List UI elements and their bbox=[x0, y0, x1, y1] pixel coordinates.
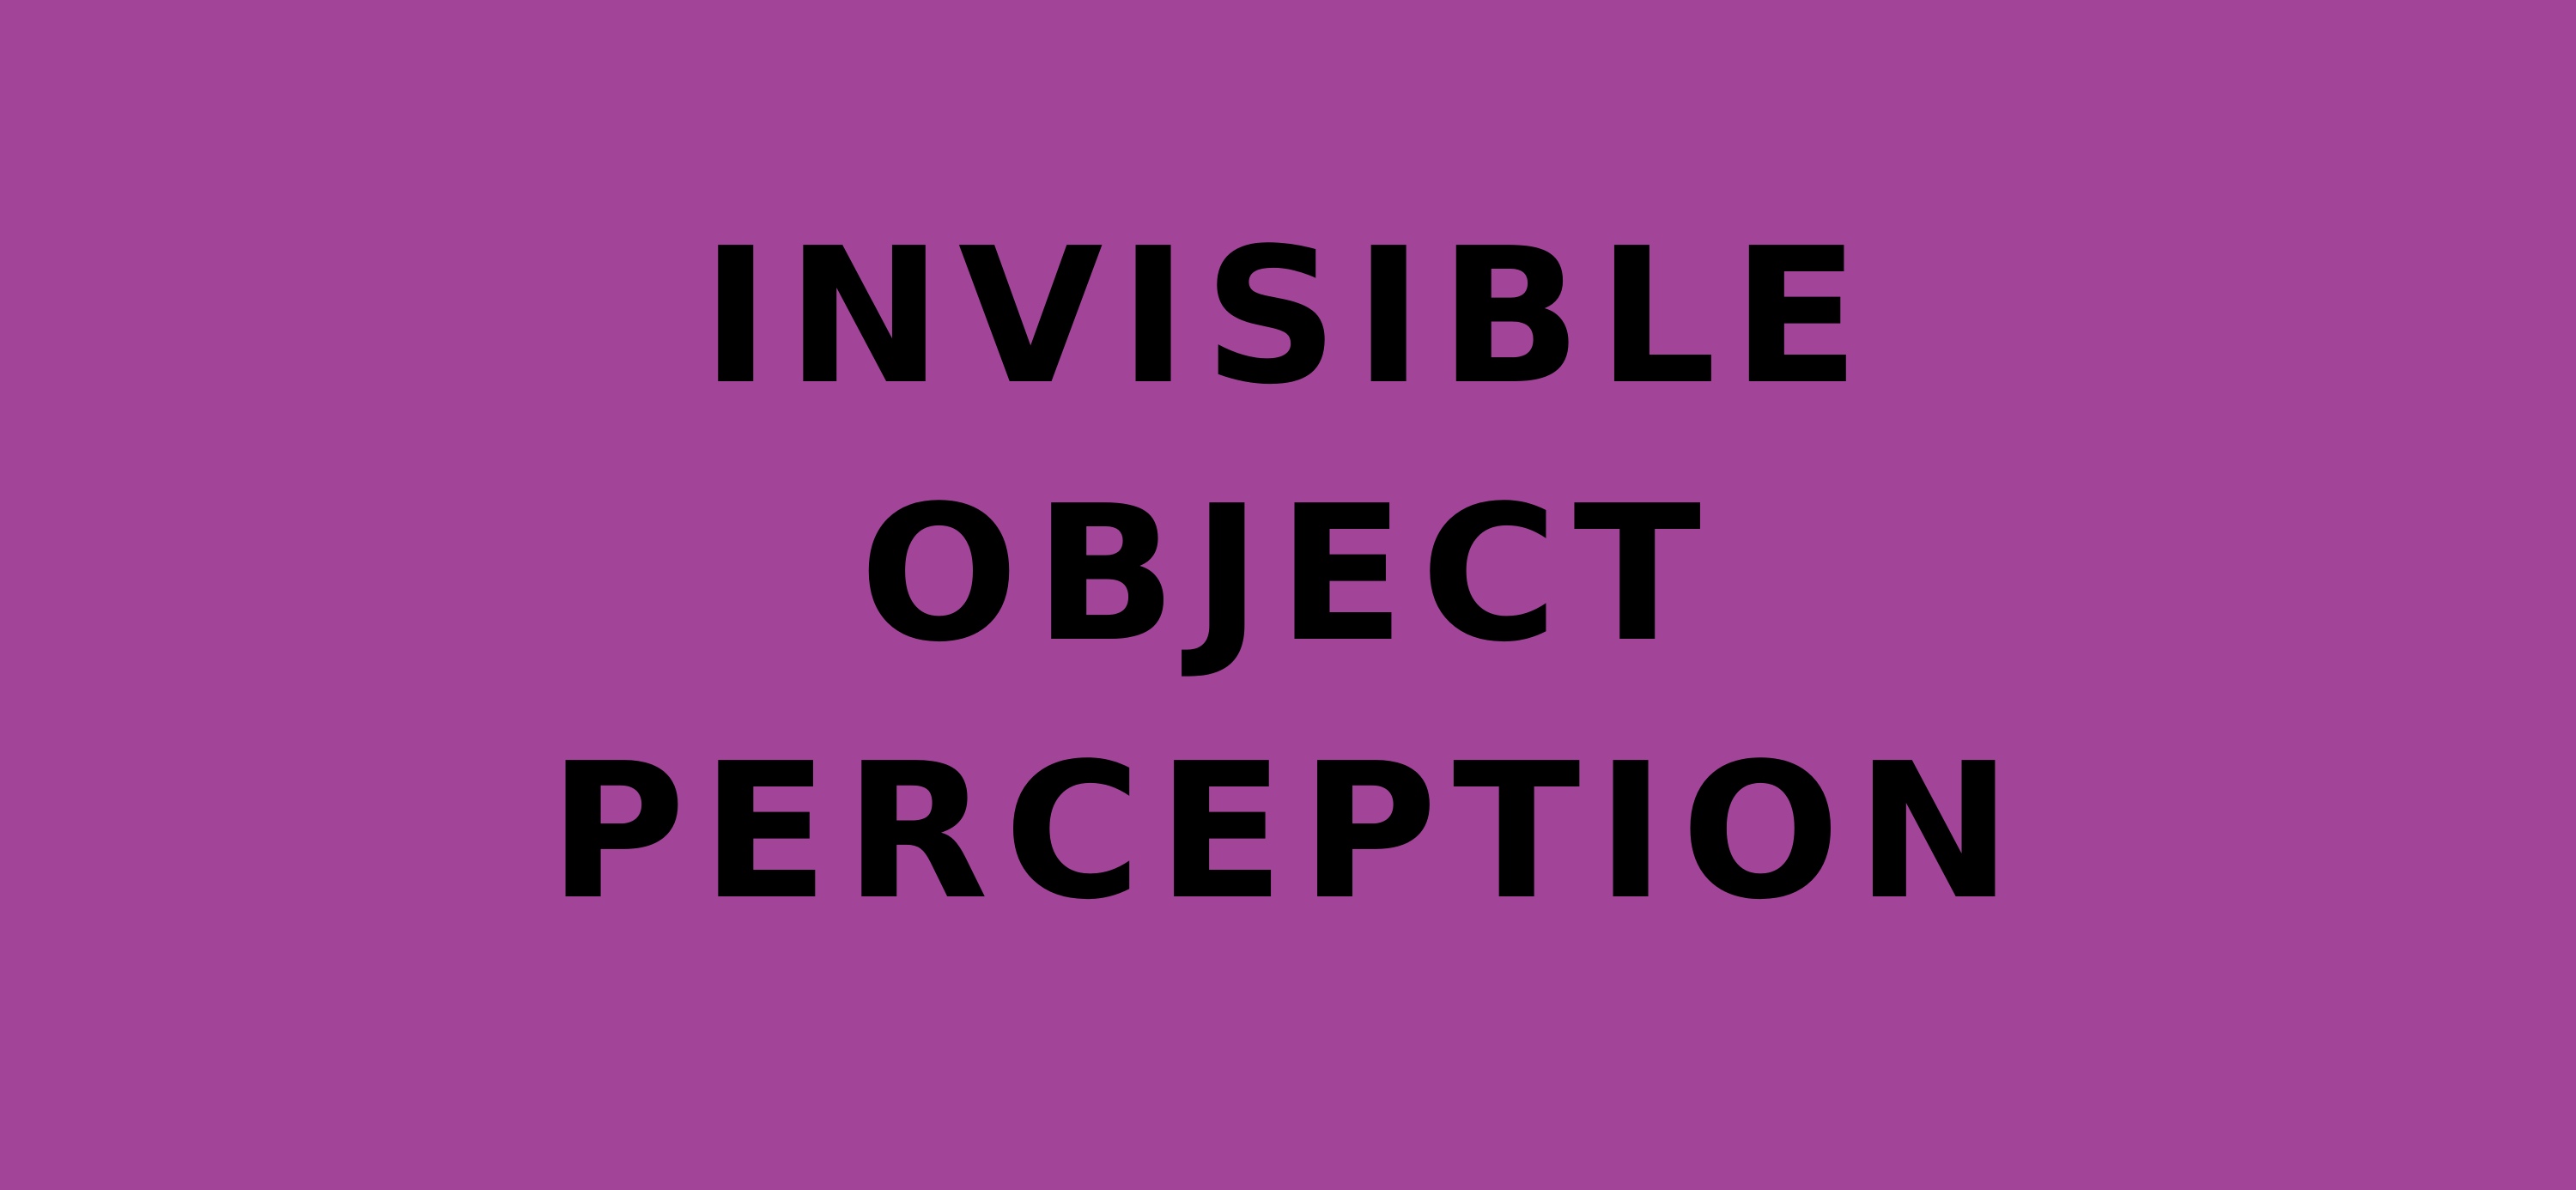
title-line-3: PERCEPTION bbox=[548, 724, 2028, 941]
title-line-1: INVISIBLE bbox=[701, 209, 1875, 426]
title-line-2: OBJECT bbox=[859, 466, 1717, 683]
